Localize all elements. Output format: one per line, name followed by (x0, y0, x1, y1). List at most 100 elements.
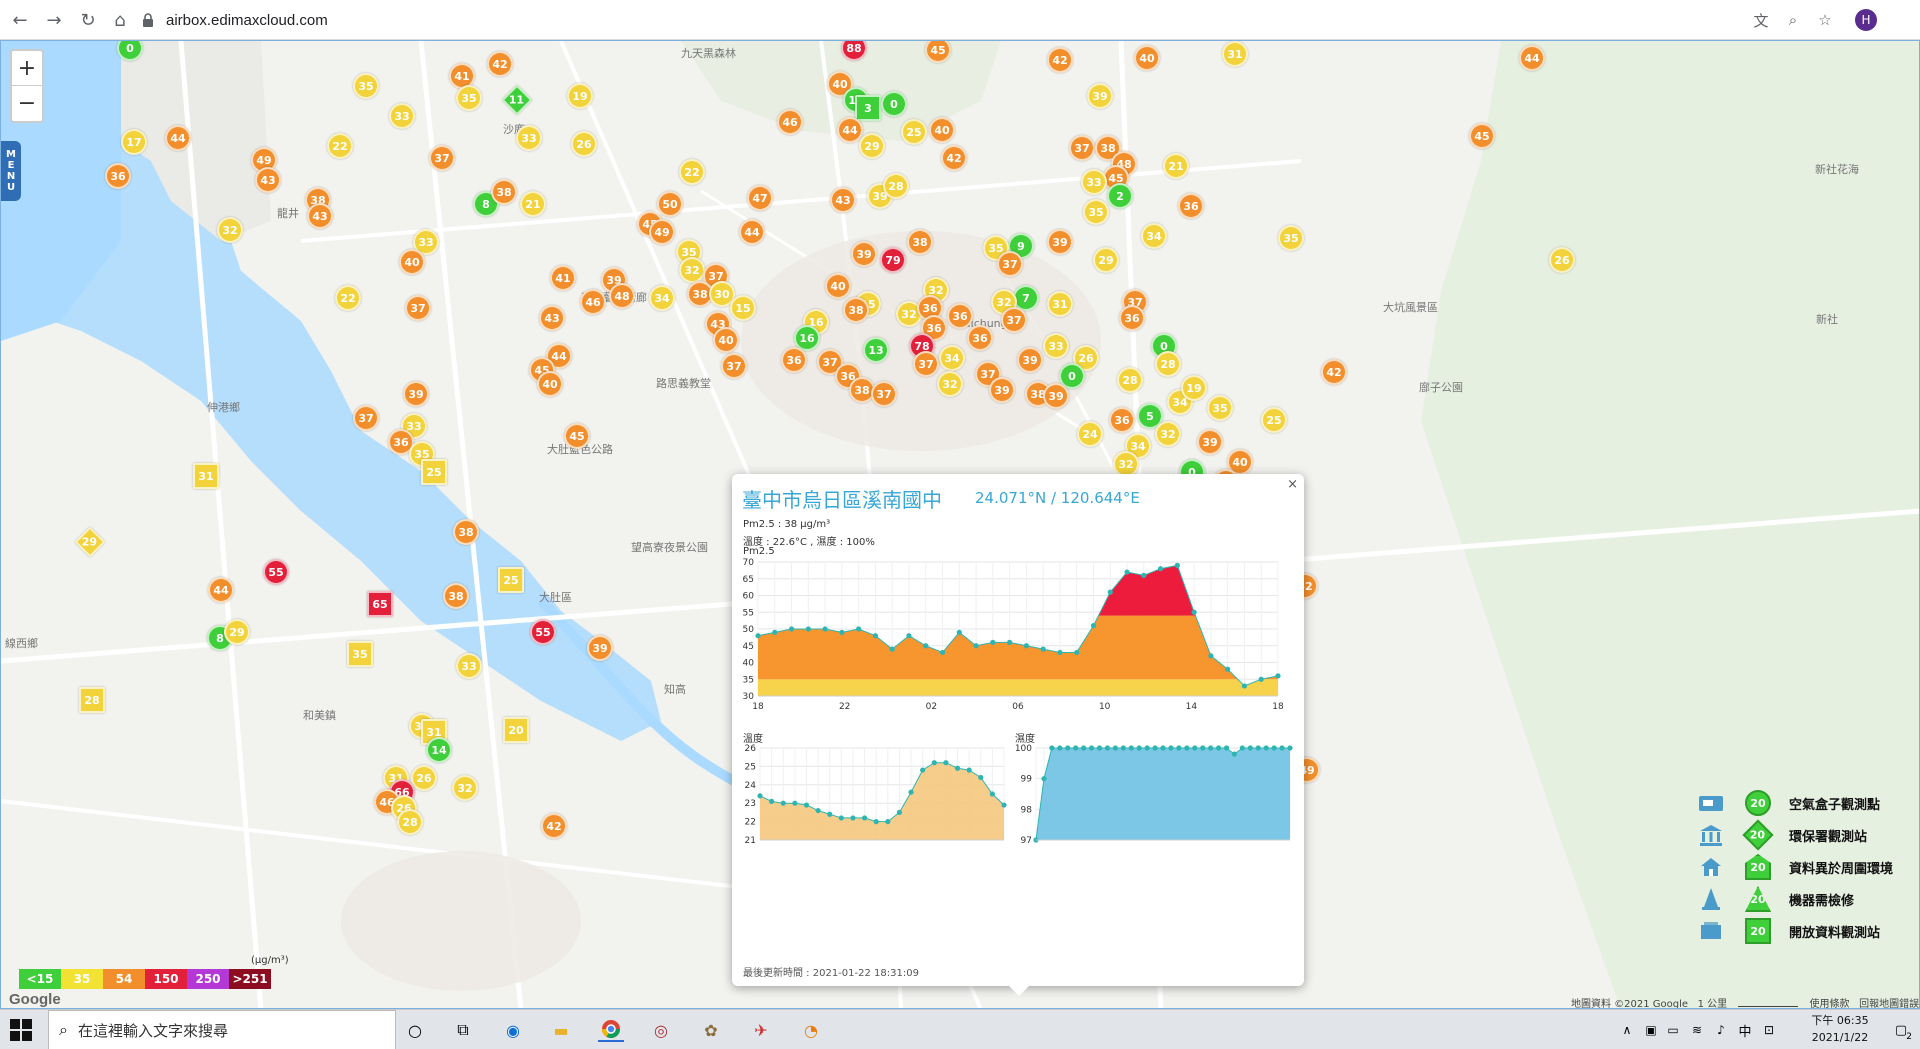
sensor-marker[interactable]: 15 (730, 295, 756, 321)
sensor-marker[interactable]: 34 (649, 285, 675, 311)
sensor-marker[interactable]: 32 (217, 217, 243, 243)
sensor-marker[interactable]: 42 (541, 813, 567, 839)
sensor-marker[interactable]: 34 (1167, 389, 1193, 415)
sensor-marker[interactable]: 25 (1261, 407, 1287, 433)
notification-icon[interactable]: ▢ 2 (1894, 1022, 1912, 1043)
sensor-marker[interactable]: 19 (1181, 375, 1207, 401)
sensor-marker[interactable]: 44 (837, 117, 863, 143)
sensor-marker[interactable]: 31 (1222, 41, 1248, 67)
volume-icon[interactable]: ♪ (1717, 1023, 1725, 1037)
sensor-marker[interactable]: 37 (1069, 135, 1095, 161)
sensor-marker[interactable]: 35 (983, 235, 1009, 261)
app-icon[interactable]: ◎ (654, 1020, 668, 1040)
sensor-marker[interactable]: 33 (389, 103, 415, 129)
sensor-marker[interactable]: 22 (335, 285, 361, 311)
sensor-marker[interactable]: 65 (367, 591, 393, 617)
report-error-link[interactable]: 回報地圖錯誤 (1859, 999, 1920, 1009)
sensor-marker[interactable]: 37 (871, 381, 897, 407)
address-bar[interactable]: airbox.edimaxcloud.com (142, 4, 1862, 36)
home-icon[interactable]: ⌂ (114, 9, 126, 31)
translate-icon[interactable]: 文 (1753, 11, 1769, 30)
sensor-marker[interactable]: 33 (1043, 333, 1069, 359)
system-clock[interactable]: 下午 06:35 2021/1/22 (1800, 1012, 1880, 1046)
sensor-marker[interactable]: 46 (580, 289, 606, 315)
sensor-marker[interactable]: 40 (537, 371, 563, 397)
zoom-in-button[interactable]: + (12, 51, 42, 86)
sensor-marker[interactable]: 33 (516, 125, 542, 151)
sensor-marker[interactable]: 36 (967, 325, 993, 351)
sensor-marker[interactable]: 38 (843, 297, 869, 323)
sensor-marker[interactable]: 88 (841, 41, 867, 61)
sensor-marker[interactable]: 33 (1081, 169, 1107, 195)
sensor-marker[interactable]: 42 (1047, 47, 1073, 73)
sensor-marker[interactable]: 37 (997, 251, 1023, 277)
sensor-marker[interactable]: 32 (1155, 421, 1181, 447)
sensor-marker[interactable]: 43 (307, 203, 333, 229)
sensor-marker[interactable]: 47 (747, 185, 773, 211)
taskbar-search[interactable]: ⌕ 在這裡輸入文字來搜尋 (48, 1010, 396, 1049)
sensor-marker[interactable]: 28 (1117, 367, 1143, 393)
sensor-marker[interactable]: 43 (830, 187, 856, 213)
sensor-marker[interactable]: 25 (421, 459, 447, 485)
sensor-marker[interactable]: 49 (649, 219, 675, 245)
sensor-marker[interactable]: 37 (429, 145, 455, 171)
sensor-marker[interactable]: 28 (883, 173, 909, 199)
sensor-marker[interactable]: 0 (1059, 363, 1085, 389)
reload-icon[interactable]: ↻ (80, 9, 96, 31)
sensor-marker[interactable]: 40 (713, 327, 739, 353)
sensor-marker[interactable]: 39 (1043, 383, 1069, 409)
sensor-marker[interactable]: 40 (399, 249, 425, 275)
sensor-marker[interactable]: 36 (1178, 193, 1204, 219)
sensor-marker[interactable]: 7 (1013, 285, 1039, 311)
sensor-marker[interactable]: 28 (1155, 351, 1181, 377)
sensor-marker[interactable]: 36 (105, 163, 131, 189)
sensor-marker[interactable]: 41 (550, 265, 576, 291)
sensor-marker[interactable]: 44 (165, 125, 191, 151)
sensor-marker[interactable]: 38 (491, 179, 517, 205)
bookmark-star-icon[interactable]: ☆ (1818, 11, 1832, 29)
sensor-marker[interactable]: 45 (925, 41, 951, 63)
menu-tab[interactable]: M E N U (1, 141, 21, 201)
back-icon[interactable]: ← (12, 9, 28, 31)
sensor-marker[interactable]: 44 (208, 577, 234, 603)
sensor-marker[interactable]: 33 (456, 653, 482, 679)
sensor-marker[interactable]: 14 (426, 737, 452, 763)
sensor-marker[interactable]: 42 (1321, 359, 1347, 385)
sensor-marker[interactable]: 37 (353, 405, 379, 431)
sensor-marker[interactable]: 31 (193, 463, 219, 489)
sensor-marker[interactable]: 20 (503, 717, 529, 743)
cortana-icon[interactable]: ○ (408, 1020, 422, 1040)
sensor-marker[interactable]: 39 (1017, 347, 1043, 373)
sensor-marker[interactable]: 42 (941, 145, 967, 171)
sensor-marker[interactable]: 36 (781, 347, 807, 373)
sensor-marker[interactable]: 38 (907, 229, 933, 255)
sensor-marker[interactable]: 36 (1119, 305, 1145, 331)
terms-link[interactable]: 使用條款 (1809, 999, 1850, 1009)
sensor-marker[interactable]: 37 (913, 351, 939, 377)
sensor-marker[interactable]: 45 (564, 423, 590, 449)
sensor-marker[interactable]: 26 (411, 765, 437, 791)
sensor-marker[interactable]: 3 (855, 95, 881, 121)
meet-icon[interactable]: ▣ (1645, 1023, 1657, 1037)
sensor-marker[interactable]: 39 (1087, 83, 1113, 109)
sensor-marker[interactable]: 26 (1073, 345, 1099, 371)
sensor-marker[interactable]: 42 (487, 51, 513, 77)
sensor-marker[interactable]: 34 (1141, 223, 1167, 249)
sensor-marker[interactable]: 37 (1001, 307, 1027, 333)
sensor-marker[interactable]: 43 (255, 167, 281, 193)
profile-avatar[interactable]: H (1855, 9, 1877, 31)
sensor-marker[interactable]: 40 (929, 117, 955, 143)
windows-start-icon[interactable] (10, 1019, 32, 1041)
sensor-marker[interactable]: 21 (1163, 153, 1189, 179)
sensor-marker[interactable]: 22 (327, 133, 353, 159)
sensor-marker[interactable]: 38 (453, 519, 479, 545)
sensor-marker[interactable]: 40 (825, 273, 851, 299)
sensor-marker[interactable]: 25 (901, 119, 927, 145)
sensor-marker[interactable]: 44 (1519, 45, 1545, 71)
input-mode-icon[interactable]: ⊡ (1763, 1023, 1775, 1037)
sensor-marker[interactable]: 50 (657, 191, 683, 217)
battery-icon[interactable]: ▭ (1667, 1023, 1679, 1037)
chevron-up-icon[interactable]: ∧ (1622, 1023, 1632, 1037)
file-explorer-icon[interactable]: ▬ (553, 1020, 569, 1040)
sensor-marker[interactable]: 25 (498, 567, 524, 593)
